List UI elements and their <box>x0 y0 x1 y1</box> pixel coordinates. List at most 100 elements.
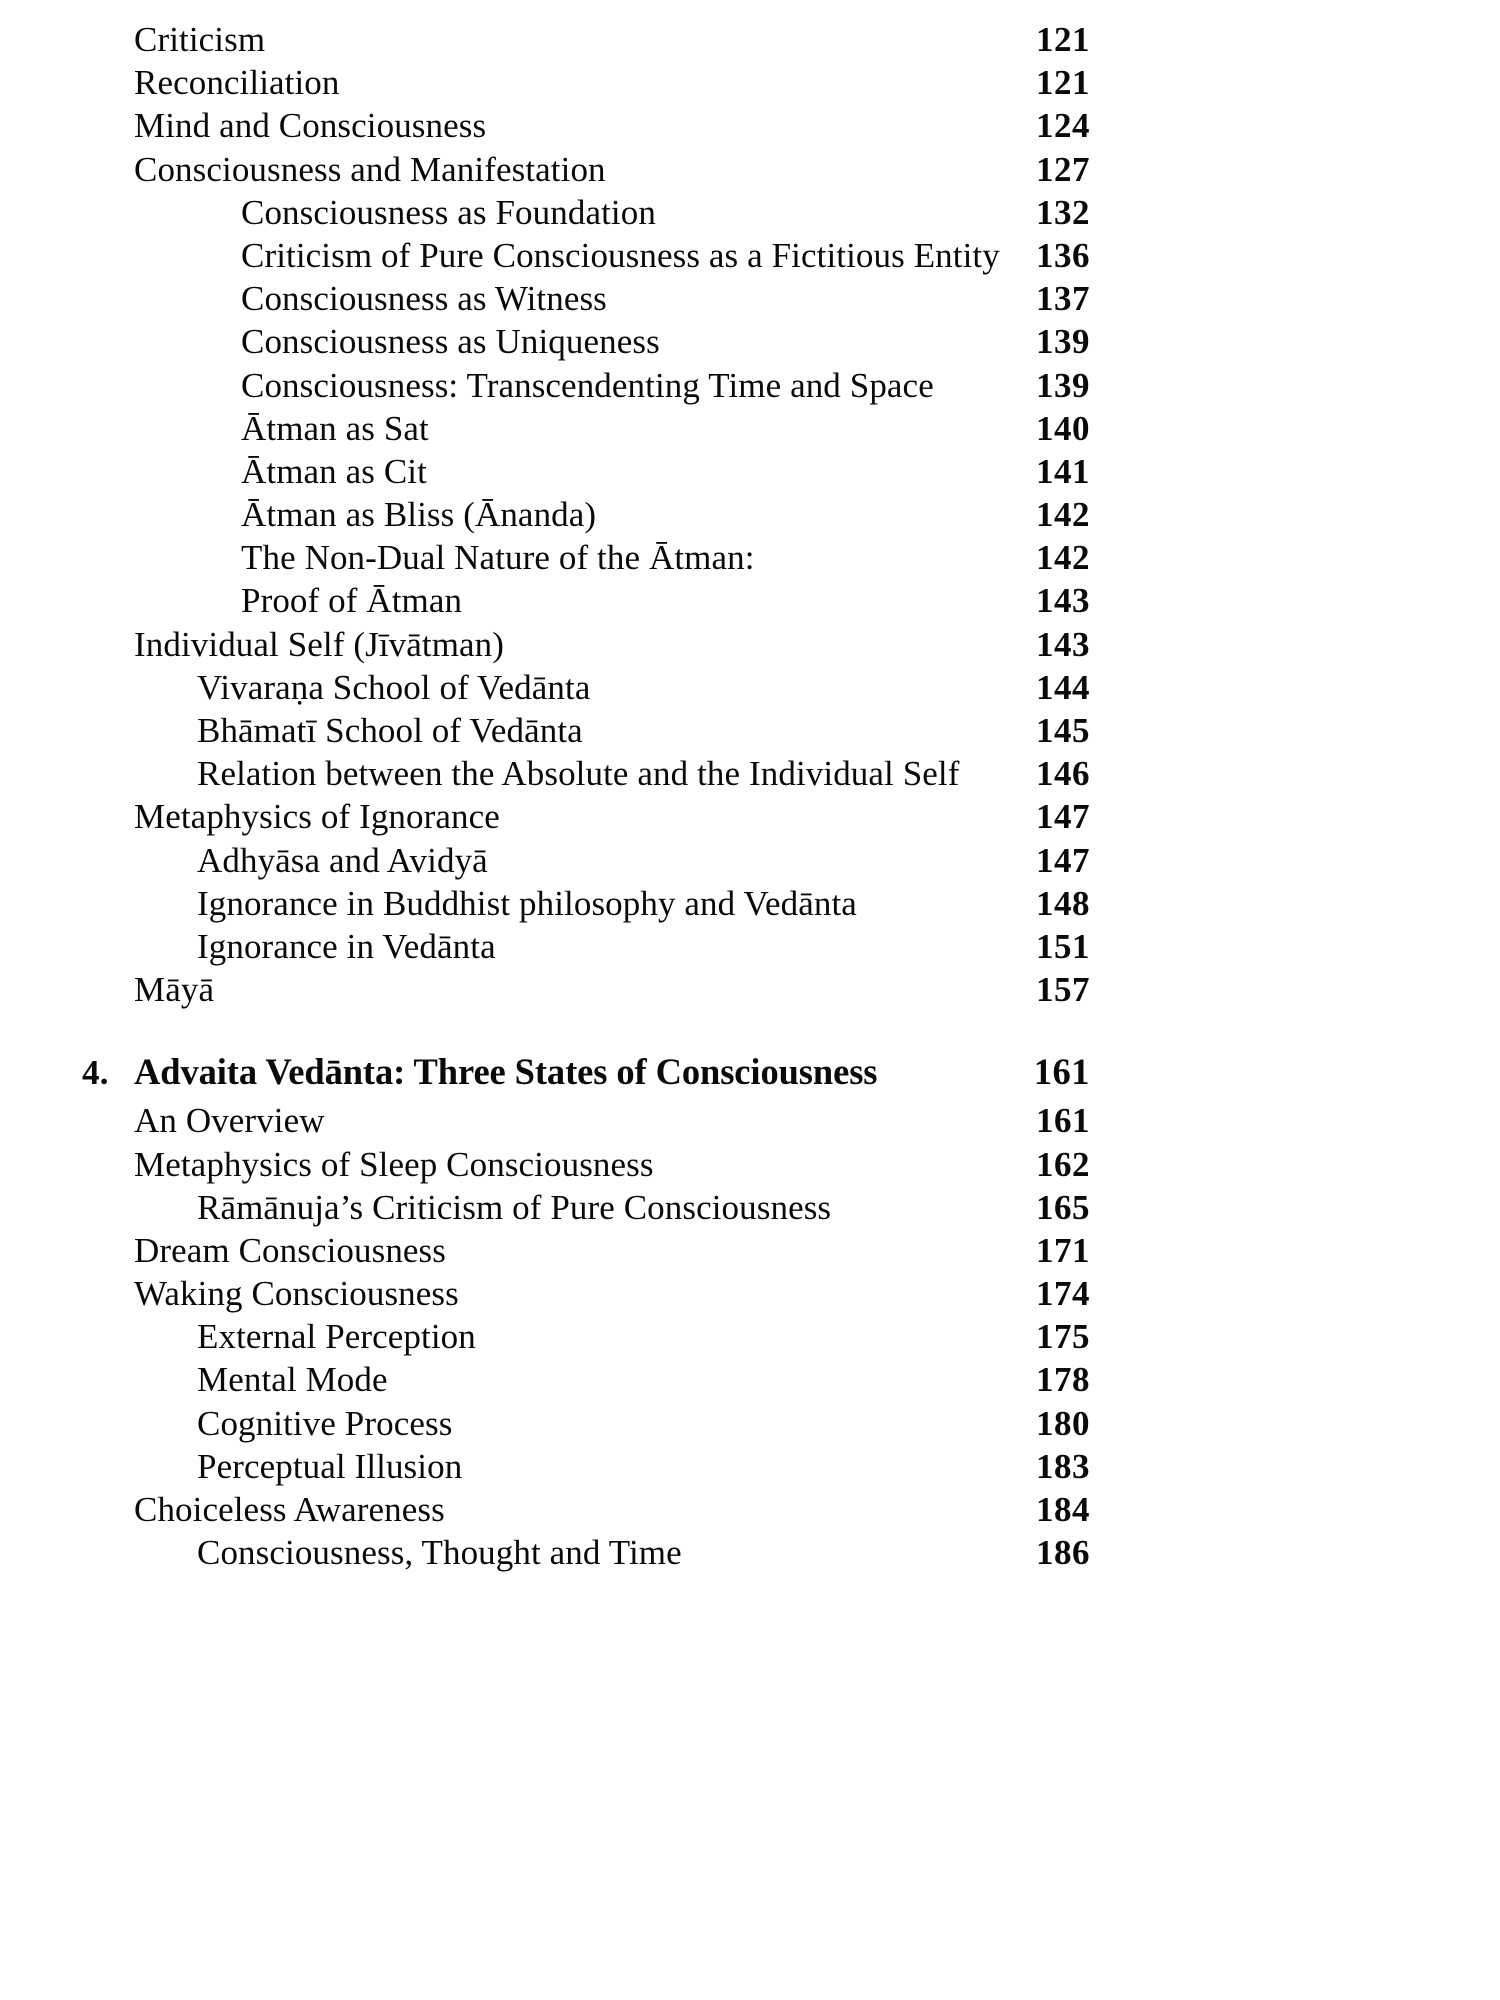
toc-entry-title: Waking Consciousness <box>134 1274 459 1314</box>
toc-entry[interactable]: Waking Consciousness 174 <box>0 1272 1500 1315</box>
toc-entry-title: Perceptual Illusion <box>197 1446 463 1486</box>
toc-entry-page-number: 136 <box>1036 235 1090 275</box>
toc-entry[interactable]: Cognitive Process 180 <box>0 1402 1500 1445</box>
toc-entry-title: Relation between the Absolute and the In… <box>197 754 960 794</box>
toc-entry[interactable]: Metaphysics of Sleep Consciousness 162 <box>0 1143 1500 1186</box>
toc-entry-page-number: 142 <box>1036 495 1090 535</box>
toc-entry-page-number: 148 <box>1036 883 1090 923</box>
toc-entry-title: Ignorance in Buddhist philosophy and Ved… <box>197 883 857 923</box>
toc-entry-page-number: 137 <box>1036 279 1090 319</box>
toc-entry-title: Proof of Ātman <box>241 581 463 621</box>
toc-entry-title: Reconciliation <box>134 63 340 103</box>
toc-entry[interactable]: Mental Mode 178 <box>0 1358 1500 1401</box>
toc-entry-title: Consciousness, Thought and Time <box>197 1533 682 1573</box>
toc-entry-title: Ātman as Cit <box>241 451 427 491</box>
toc-entry[interactable]: Māyā 157 <box>0 968 1500 1011</box>
toc-entry-page-number: 171 <box>1036 1230 1090 1270</box>
toc-entry-page-number: 161 <box>1036 1101 1090 1141</box>
toc-entry[interactable]: Relation between the Absolute and the In… <box>0 752 1500 795</box>
toc-entry-title: Vivaraṇa School of Vedānta <box>197 667 591 707</box>
toc-entry-page-number: 141 <box>1036 451 1090 491</box>
toc-entry-page-number: 143 <box>1036 581 1090 621</box>
toc-entry[interactable]: Vivaraṇa School of Vedānta 144 <box>0 666 1500 709</box>
toc-entry-number: 4. <box>82 1053 109 1093</box>
toc-entry-page-number: 147 <box>1036 797 1090 837</box>
toc-entry[interactable]: Ātman as Cit 141 <box>0 450 1500 493</box>
toc-entry-page-number: 121 <box>1036 20 1090 59</box>
toc-entry[interactable]: Consciousness as Uniqueness 139 <box>0 320 1500 363</box>
toc-entry-page-number: 127 <box>1036 149 1090 189</box>
toc-entry[interactable]: Criticism 121 <box>0 18 1500 61</box>
toc-entry-title: Ignorance in Vedānta <box>197 926 496 966</box>
toc-entry-page-number: 157 <box>1036 970 1090 1010</box>
toc-entry[interactable]: Individual Self (Jīvātman) 143 <box>0 623 1500 666</box>
toc-entry-title: Cognitive Process <box>197 1403 453 1443</box>
toc-entry[interactable]: Reconciliation 121 <box>0 61 1500 104</box>
toc-entry-page-number: 140 <box>1036 408 1090 448</box>
toc-entry-page-number: 144 <box>1036 667 1090 707</box>
toc-entry-title: Choiceless Awareness <box>134 1490 445 1529</box>
toc-entry[interactable]: Perceptual Illusion 183 <box>0 1445 1500 1488</box>
toc-entry[interactable]: Proof of Ātman 143 <box>0 579 1500 622</box>
toc-entry[interactable]: Consciousness: Transcendenting Time and … <box>0 364 1500 407</box>
toc-entry-title: Metaphysics of Sleep Consciousness <box>134 1144 654 1184</box>
toc-entry[interactable]: Criticism of Pure Consciousness as a Fic… <box>0 234 1500 277</box>
toc-entry[interactable]: Consciousness as Witness 137 <box>0 277 1500 320</box>
toc-entry[interactable]: Bhāmatī School of Vedānta 145 <box>0 709 1500 752</box>
toc-entry-page-number: 121 <box>1036 63 1090 103</box>
toc-entry-page-number: 180 <box>1036 1403 1090 1443</box>
toc-entry[interactable]: Ātman as Bliss (Ānanda) 142 <box>0 493 1500 536</box>
toc-entry-page-number: 143 <box>1036 624 1090 664</box>
toc-entry[interactable]: Choiceless Awareness 184 <box>0 1488 1500 1531</box>
toc-entry-title: Consciousness as Witness <box>241 279 607 319</box>
toc-entry-title: Criticism of Pure Consciousness as a Fic… <box>241 235 1000 275</box>
toc-entry[interactable]: Ignorance in Vedānta 151 <box>0 925 1500 968</box>
toc-entry-page-number: 132 <box>1036 192 1090 232</box>
toc-entry-page-number: 162 <box>1036 1144 1090 1184</box>
toc-entry-title: Adhyāsa and Avidyā <box>197 840 488 880</box>
toc-entry-title: Mental Mode <box>197 1360 388 1400</box>
toc-entry[interactable]: Adhyāsa and Avidyā 147 <box>0 839 1500 882</box>
toc-entry-title: Consciousness: Transcendenting Time and … <box>241 365 934 405</box>
toc-entry-title: Criticism <box>134 20 266 59</box>
toc-entry-title: Consciousness as Foundation <box>241 192 656 232</box>
toc-entry-list: Criticism 121 Reconciliation 121 Mind and Co… <box>0 18 1500 1574</box>
toc-entry-title: Dream Consciousness <box>134 1230 446 1270</box>
toc-entry-title: Individual Self (Jīvātman) <box>134 624 505 664</box>
toc-entry-title: Rāmānuja’s Criticism of Pure Consciousne… <box>197 1187 832 1227</box>
toc-entry-title: Mind and Consciousness <box>134 106 487 146</box>
toc-entry[interactable]: Ignorance in Buddhist philosophy and Ved… <box>0 882 1500 925</box>
toc-entry-page-number: 145 <box>1036 711 1090 750</box>
toc-entry[interactable]: Mind and Consciousness 124 <box>0 104 1500 147</box>
toc-entry-page-number: 183 <box>1036 1446 1090 1486</box>
toc-entry-title: Māyā <box>134 970 215 1010</box>
toc-entry[interactable]: Metaphysics of Ignorance 147 <box>0 795 1500 838</box>
toc-entry[interactable]: An Overview 161 <box>0 1099 1500 1142</box>
toc-entry-page-number: 146 <box>1036 754 1090 794</box>
toc-entry[interactable]: Ātman as Sat 140 <box>0 407 1500 450</box>
toc-entry-page-number: 139 <box>1036 365 1090 405</box>
toc-entry-page-number: 161 <box>1033 1051 1090 1093</box>
toc-entry-title: Ātman as Bliss (Ānanda) <box>241 495 597 535</box>
toc-entry-title: Ātman as Sat <box>241 408 429 448</box>
toc-entry[interactable]: The Non-Dual Nature of the Ātman: 142 <box>0 536 1500 579</box>
toc-entry[interactable]: Consciousness as Foundation 132 <box>0 191 1500 234</box>
toc-entry-page-number: 151 <box>1036 926 1090 966</box>
toc-entry-page-number: 124 <box>1036 106 1090 146</box>
toc-entry-title: Consciousness as Uniqueness <box>241 322 660 362</box>
toc-entry[interactable]: Dream Consciousness 171 <box>0 1229 1500 1272</box>
toc-entry-page-number: 147 <box>1036 840 1090 880</box>
toc-entry-page-number: 139 <box>1036 322 1090 362</box>
toc-entry[interactable]: 4. Advaita Vedānta: Three States of Consc… <box>0 1045 1500 1099</box>
toc-entry[interactable]: Consciousness, Thought and Time 186 <box>0 1531 1500 1574</box>
toc-entry-title: An Overview <box>134 1101 325 1141</box>
toc-entry[interactable]: Consciousness and Manifestation 127 <box>0 148 1500 191</box>
toc-entry[interactable]: Rāmānuja’s Criticism of Pure Consciousne… <box>0 1186 1500 1229</box>
toc-entry[interactable]: External Perception 175 <box>0 1315 1500 1358</box>
toc-entry-page-number: 165 <box>1036 1187 1090 1227</box>
toc-entry-page-number: 186 <box>1036 1533 1090 1573</box>
toc-entry-page-number: 175 <box>1036 1317 1090 1357</box>
toc-entry-title: The Non-Dual Nature of the Ātman: <box>241 538 755 578</box>
toc-entry-title: Advaita Vedānta: Three States of Conscio… <box>134 1051 878 1093</box>
toc-entry-title: Bhāmatī School of Vedānta <box>197 711 583 750</box>
